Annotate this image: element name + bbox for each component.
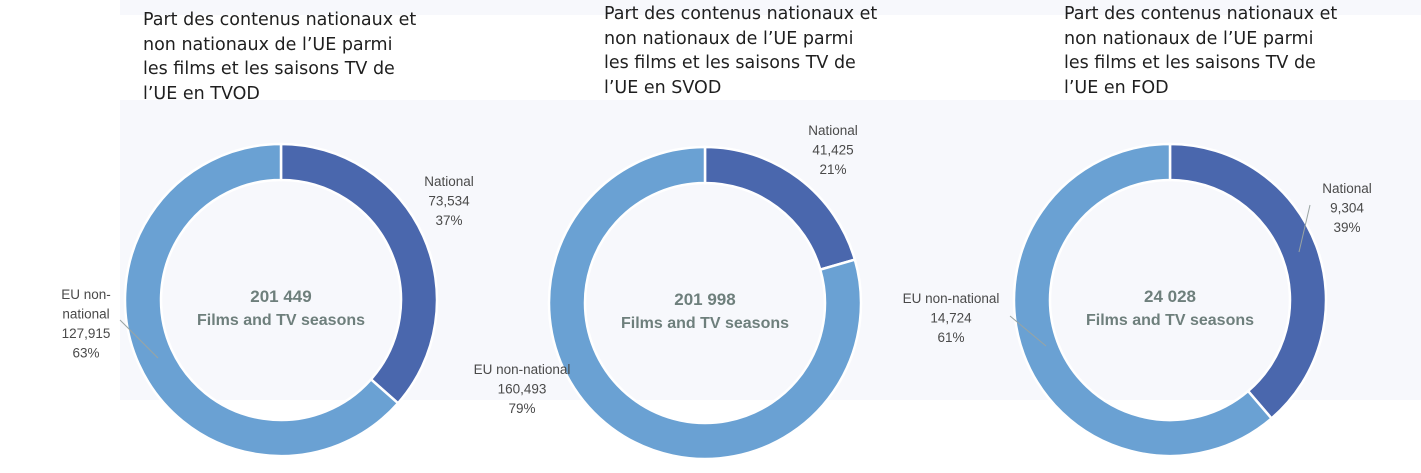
- donut-slice-national: [1168, 142, 1328, 421]
- center-total-value: 24 028: [1144, 287, 1196, 306]
- center-total-value: 201 449: [250, 287, 311, 306]
- donut-chart-fod: National 9,304 39% EU non-national 14,724 61%…: [903, 142, 1372, 458]
- center-total-value: 201 998: [674, 290, 735, 309]
- slice-label-eu-non-national: EU non-national 14,724 61%: [903, 291, 1000, 345]
- center-total-label: Films and TV seasons: [621, 315, 789, 332]
- chart-title-fod: Part des contenus nationaux et non natio…: [1064, 4, 1338, 98]
- slice-label-national: National 73,534 37%: [424, 174, 474, 228]
- slice-label-eu-non-national: EU non-national 127,915 63%: [61, 287, 111, 361]
- donut-chart-tvod: National 73,534 37% EU non-national 127,915 6…: [61, 142, 474, 458]
- slice-label-national: National 9,304 39%: [1322, 181, 1372, 235]
- chart-title-svod: Part des contenus nationaux et non natio…: [604, 4, 878, 98]
- donut-slice-national: [279, 142, 439, 405]
- slice-label-national: National 41,425 21%: [808, 123, 858, 177]
- background-band: [120, 0, 1421, 15]
- donut-slice-eu-non-national: [123, 142, 400, 458]
- slice-label-eu-non-national: EU non-national 160,493 79%: [474, 362, 571, 416]
- leader-line-eu-non-national: [1009, 315, 1047, 347]
- donut-slice-eu-non-national: [1012, 142, 1274, 458]
- center-total-label: Films and TV seasons: [197, 312, 365, 329]
- donut-chart-svod: National 41,425 21% EU non-national 160,493 7…: [474, 123, 863, 461]
- leader-line-eu-non-national: [119, 319, 159, 359]
- donut-slice-eu-non-national: [547, 145, 863, 461]
- leader-line-national: [1298, 204, 1311, 253]
- chart-title-tvod: Part des contenus nationaux et non natio…: [143, 10, 417, 104]
- center-total-label: Films and TV seasons: [1086, 312, 1254, 329]
